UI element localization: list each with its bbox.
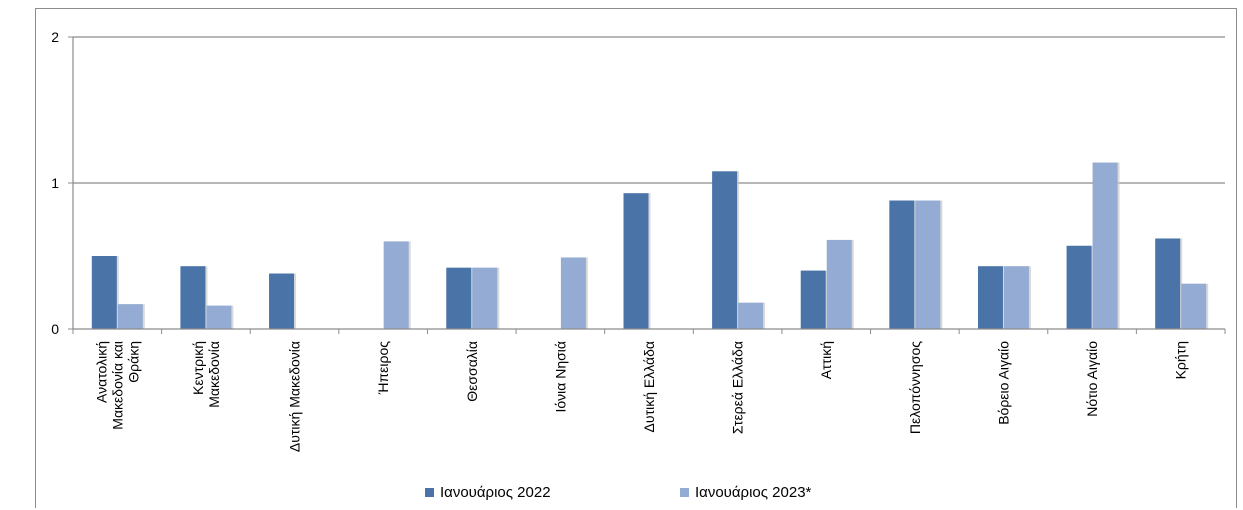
category-label-group: Θεσσαλία — [464, 341, 480, 402]
legend-swatch-2022 — [425, 488, 434, 497]
bar-2023 — [826, 239, 852, 329]
bar-2022 — [269, 273, 295, 329]
category-label: Νότιο Αιγαίο — [1084, 341, 1100, 417]
category-label: Θράκη — [125, 341, 141, 383]
bar-2023 — [117, 304, 143, 329]
bar-2022 — [800, 270, 826, 329]
category-label: Ιόνια Νησιά — [552, 341, 568, 413]
bar-2023 — [206, 305, 232, 329]
bar-2023 — [383, 241, 409, 329]
category-label: Ανατολική — [93, 341, 109, 403]
category-label-group: Στερεά Ελλάδα — [730, 341, 746, 434]
category-label: Θεσσαλία — [464, 341, 480, 402]
category-label-group: Ιόνια Νησιά — [552, 341, 568, 413]
bar-2022 — [977, 266, 1003, 329]
category-label-group: Βόρειο Αιγαίο — [995, 341, 1011, 425]
category-label-group: Δυτική Μακεδονία — [287, 341, 303, 452]
bar-2023 — [738, 302, 764, 329]
category-label: Δυτική Ελλάδα — [641, 341, 657, 432]
category-label-group: Πελοπόννησος — [907, 341, 923, 434]
y-tick-label: 1 — [51, 175, 59, 191]
category-label: Πελοπόννησος — [907, 341, 923, 434]
bar-2023 — [1181, 283, 1207, 329]
bar-2022 — [1066, 245, 1092, 329]
category-label: Κρήτη — [1173, 341, 1189, 379]
bar-2022 — [712, 171, 738, 329]
y-tick-label: 0 — [51, 321, 59, 337]
category-label-group: Κρήτη — [1173, 341, 1189, 379]
category-label-group: Δυτική Ελλάδα — [641, 341, 657, 432]
y-tick-label: 2 — [51, 29, 59, 45]
bar-2022 — [623, 193, 649, 329]
bar-2023 — [1003, 266, 1029, 329]
category-label: Αττική — [818, 341, 834, 379]
legend: Ιανουάριος 2022 Ιανουάριος 2023* — [0, 484, 1243, 508]
category-label: Κεντρική — [190, 341, 206, 395]
legend-label-2023: Ιανουάριος 2023* — [695, 484, 812, 501]
category-label: Μακεδονία — [206, 341, 222, 408]
category-label: Βόρειο Αιγαίο — [995, 341, 1011, 425]
bar-2022 — [91, 256, 117, 329]
bar-2022 — [446, 267, 472, 329]
category-label-group: Ανατολική Μακεδονία και Θράκη — [93, 341, 141, 430]
category-label-group: Νότιο Αιγαίο — [1084, 341, 1100, 417]
category-label: Ήπειρος — [375, 341, 391, 395]
legend-label-2022: Ιανουάριος 2022 — [440, 484, 551, 501]
bar-2023 — [472, 267, 498, 329]
category-label-group: Αττική — [818, 341, 834, 379]
bar-2022 — [1155, 238, 1181, 329]
category-label: Μακεδονία και — [109, 341, 125, 430]
bar-2023 — [915, 200, 941, 329]
category-label: Δυτική Μακεδονία — [287, 341, 303, 452]
category-label: Στερεά Ελλάδα — [730, 341, 746, 434]
bar-2022 — [180, 266, 206, 329]
legend-swatch-2023 — [680, 488, 689, 497]
legend-item-2023: Ιανουάριος 2023* — [680, 484, 811, 501]
category-label-group: Ήπειρος — [375, 341, 391, 395]
legend-item-2022: Ιανουάριος 2022 — [425, 484, 551, 501]
bar-2023 — [1092, 162, 1118, 329]
category-label-group: Κεντρική Μακεδονία — [190, 341, 222, 408]
bar-2022 — [889, 200, 915, 329]
chart-frame — [35, 8, 1237, 508]
bar-2023 — [560, 257, 586, 329]
